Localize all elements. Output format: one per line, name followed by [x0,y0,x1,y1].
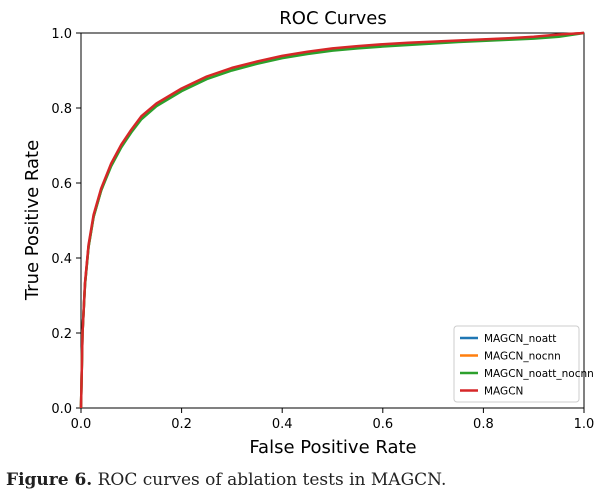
caption-text: ROC curves of ablation tests in MAGCN. [92,470,447,490]
y-tick-label: 0.6 [51,177,72,192]
y-tick-label: 0.2 [51,327,72,342]
chart-title: ROC Curves [279,8,386,29]
legend-label: MAGCN_noatt [484,333,556,345]
x-tick-label: 0.0 [71,417,92,432]
caption-label: Figure 6. [6,470,93,490]
y-tick-label: 0.4 [51,252,72,267]
series-line-magcn [79,31,585,409]
figure-caption: Figure 6. ROC curves of ablation tests i… [6,470,446,490]
legend-box [453,325,580,403]
x-axis-ticks: 0.0 0.2 0.4 0.6 0.8 1.0 [71,408,595,432]
y-axis-ticks: 0.0 0.2 0.4 0.6 0.8 1.0 [51,27,81,417]
y-tick-label: 0.0 [51,402,72,417]
legend: MAGCN_noatt MAGCN_nocnn MAGCN_noatt_nocnn M… [453,325,594,403]
y-axis-label: True Positive Rate [22,140,43,301]
y-tick-label: 0.8 [51,102,72,117]
x-tick-label: 0.8 [473,417,494,432]
legend-label: MAGCN [484,386,523,398]
x-tick-label: 0.4 [272,417,293,432]
x-tick-label: 0.6 [372,417,393,432]
legend-label: MAGCN_noatt_nocnn [484,368,594,380]
legend-label: MAGCN_nocnn [484,351,561,363]
x-tick-label: 1.0 [574,417,595,432]
roc-chart: ROC Curves 0.0 0.2 0.4 0.6 0.8 1.0 0.00.20.40… [22,8,595,458]
x-axis-label: False Positive Rate [249,437,416,458]
series-lines [79,31,585,409]
y-tick-label: 1.0 [51,27,72,42]
x-tick-label: 0.2 [171,417,192,432]
